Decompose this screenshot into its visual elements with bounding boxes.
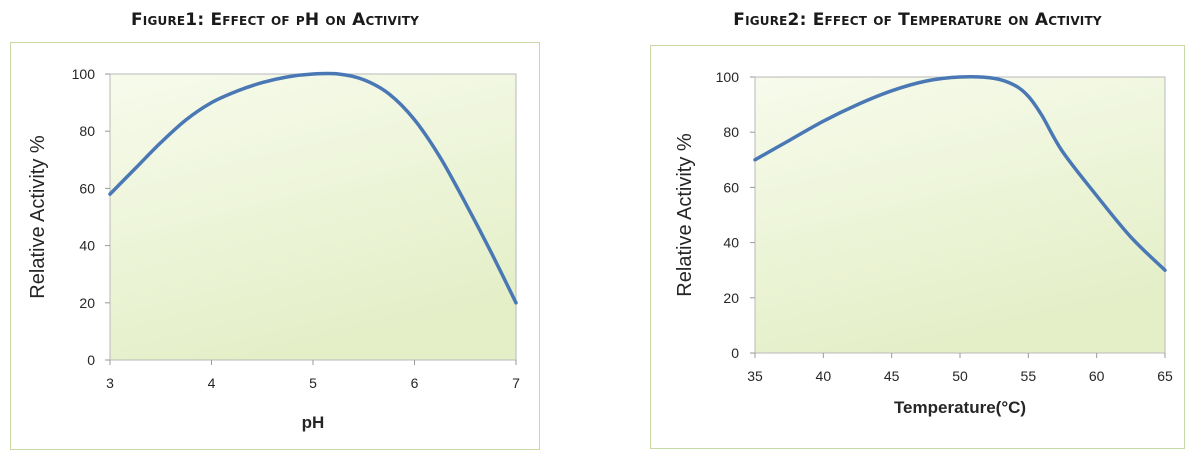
- figure1-y-tick-label: 40: [79, 238, 95, 254]
- figure2-x-axis-title: Temperature(°C): [894, 398, 1026, 417]
- figure2-y-tick-label: 60: [723, 179, 739, 195]
- figure2-chart-frame: 0 20 40 60 80 100 35 40 45 50 55 60 65 Temperature(°C…: [650, 45, 1185, 449]
- figure1-activity-line: [108, 71, 518, 305]
- figure1-y-tick-label: 100: [72, 66, 96, 82]
- figure2-x-tick-label: 60: [1089, 368, 1105, 384]
- figure1-x-tick-label: 6: [411, 375, 419, 391]
- figure1-title: Figure1: Effect of pH on Activity: [130, 10, 420, 30]
- figure2-y-tick-label: 100: [716, 69, 740, 85]
- figure2-activity-line: [753, 75, 1167, 272]
- figure2-title: Figure2: Effect of Temperature on Activi…: [733, 10, 1102, 30]
- figure1-x-tick-label: 7: [512, 375, 520, 391]
- figure1-chart-frame: 0 20 40 60 80 100 3 4 5 6 7 pH Relative Activity %: [10, 42, 540, 450]
- figure1-y-tick-label: 60: [79, 180, 95, 196]
- figure2-x-tick-label: 45: [884, 368, 900, 384]
- figure2-x-tick-label: 35: [747, 368, 763, 384]
- figure2-y-axis-title: Relative Activity %: [674, 133, 696, 297]
- figure2-y-tick-label: 0: [731, 345, 739, 361]
- figure1-y-tick-label: 20: [79, 295, 95, 311]
- figure1-x-tick-label: 4: [208, 375, 216, 391]
- figure2-x-tick-label: 55: [1021, 368, 1037, 384]
- figure2-x-tick-label: 65: [1157, 368, 1173, 384]
- figure2-y-tick-label: 40: [723, 235, 739, 251]
- figure1-y-axis-title: Relative Activity %: [27, 135, 49, 299]
- figure1-plot-area: [109, 73, 517, 361]
- figure1-x-tick-label: 3: [106, 375, 114, 391]
- figure1-chart: 0 20 40 60 80 100 3 4 5 6 7 pH Relative Activity %: [27, 66, 520, 432]
- figure2-y-tick-label: 20: [723, 290, 739, 306]
- figure1-x-axis-title: pH: [302, 413, 325, 432]
- figure1-x-tick-label: 5: [309, 375, 317, 391]
- figure1-y-tick-label: 0: [87, 352, 95, 368]
- figure1-y-tick-label: 80: [79, 123, 95, 139]
- figure2-x-tick-label: 40: [816, 368, 832, 384]
- figure2-y-tick-label: 80: [723, 124, 739, 140]
- figure2-plot-area: [754, 76, 1166, 354]
- figure2-x-tick-label: 50: [952, 368, 968, 384]
- figure2-chart: 0 20 40 60 80 100 35 40 45 50 55 60 65 Temperature(°C…: [674, 69, 1173, 417]
